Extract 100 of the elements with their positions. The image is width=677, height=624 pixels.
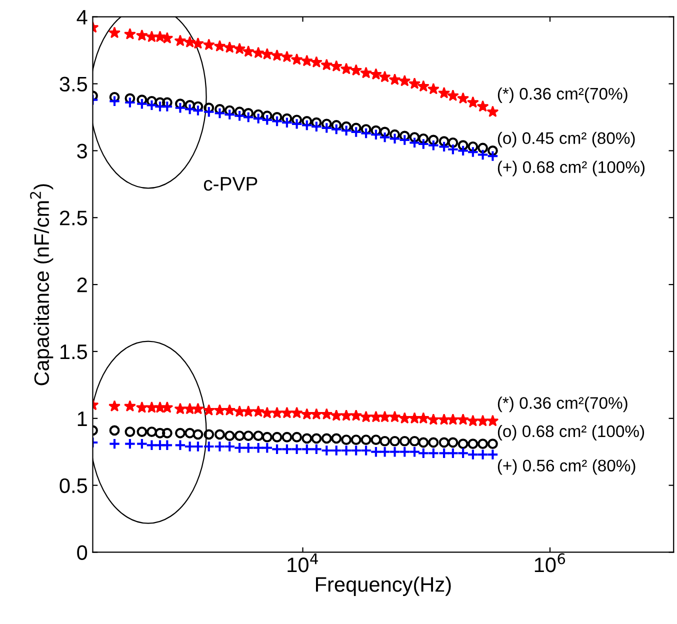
point [202,440,215,452]
point [146,99,158,112]
point [488,145,498,156]
point [234,42,246,54]
point [124,96,136,108]
point [408,446,420,458]
point [428,134,439,146]
point [360,444,372,456]
point [388,132,401,145]
point [438,140,450,153]
point [136,401,148,413]
point [146,426,157,437]
point [458,140,468,151]
point [398,412,411,424]
point [202,106,215,118]
series-label: (*) 0.36 cm²(70%) [498,87,628,103]
point [154,30,166,42]
point [292,114,302,126]
point [261,406,274,418]
point [418,437,429,448]
point [271,443,283,456]
point [320,408,333,420]
point [467,146,479,158]
point [242,442,254,454]
point [320,444,333,456]
point [214,107,226,120]
point [350,409,362,421]
point [478,438,488,450]
point [290,443,303,456]
point [224,41,236,53]
point [302,433,312,444]
point [428,139,440,152]
point [378,446,391,458]
point [399,130,410,142]
point [214,104,225,114]
point [272,432,282,442]
point [370,68,382,80]
point [446,413,459,425]
point [478,142,488,154]
point [428,447,440,460]
point [320,58,333,70]
point [418,447,430,460]
point [261,442,274,454]
point [380,126,390,138]
point [360,124,372,134]
point [175,428,186,438]
point [408,78,421,89]
point [204,429,214,440]
point [214,440,226,452]
point [390,436,400,446]
point [184,103,196,116]
point [234,110,246,122]
point [224,440,236,452]
x-tick-label: 10$^{6}$ [534,553,566,572]
point [330,123,342,136]
point [300,54,313,66]
point [486,106,499,118]
point [136,29,148,41]
point [184,428,196,438]
point [292,432,302,442]
point [124,93,136,104]
point [282,432,292,442]
point [184,402,196,414]
point [124,426,136,437]
point [321,433,332,444]
point [350,64,362,76]
point [476,148,489,161]
point [136,426,148,437]
point [378,70,391,82]
point [175,98,186,110]
point [486,150,499,162]
point [252,442,264,454]
point [243,430,254,442]
point [476,100,489,112]
point [476,448,489,460]
point [466,96,479,108]
point [438,447,450,460]
y-tick-label: 3 [77,144,87,158]
x-tick-label: 10$^{4}$ [288,553,318,572]
point [146,439,158,452]
x-axis-title: Frequency(Hz) [316,576,451,596]
point [281,116,293,128]
y-tick-label: 2.5 [60,210,88,226]
point [388,410,401,422]
y-tick-label: 4 [76,10,88,24]
point [360,410,372,422]
point [242,45,254,57]
point [398,446,411,458]
point [331,120,342,130]
point [330,444,342,456]
point [448,137,458,148]
point [224,404,236,416]
point [252,46,264,58]
point [184,36,196,48]
point [146,96,157,106]
point [310,120,322,133]
point [370,125,382,136]
point [378,410,391,422]
point [340,444,352,456]
point [281,443,293,456]
